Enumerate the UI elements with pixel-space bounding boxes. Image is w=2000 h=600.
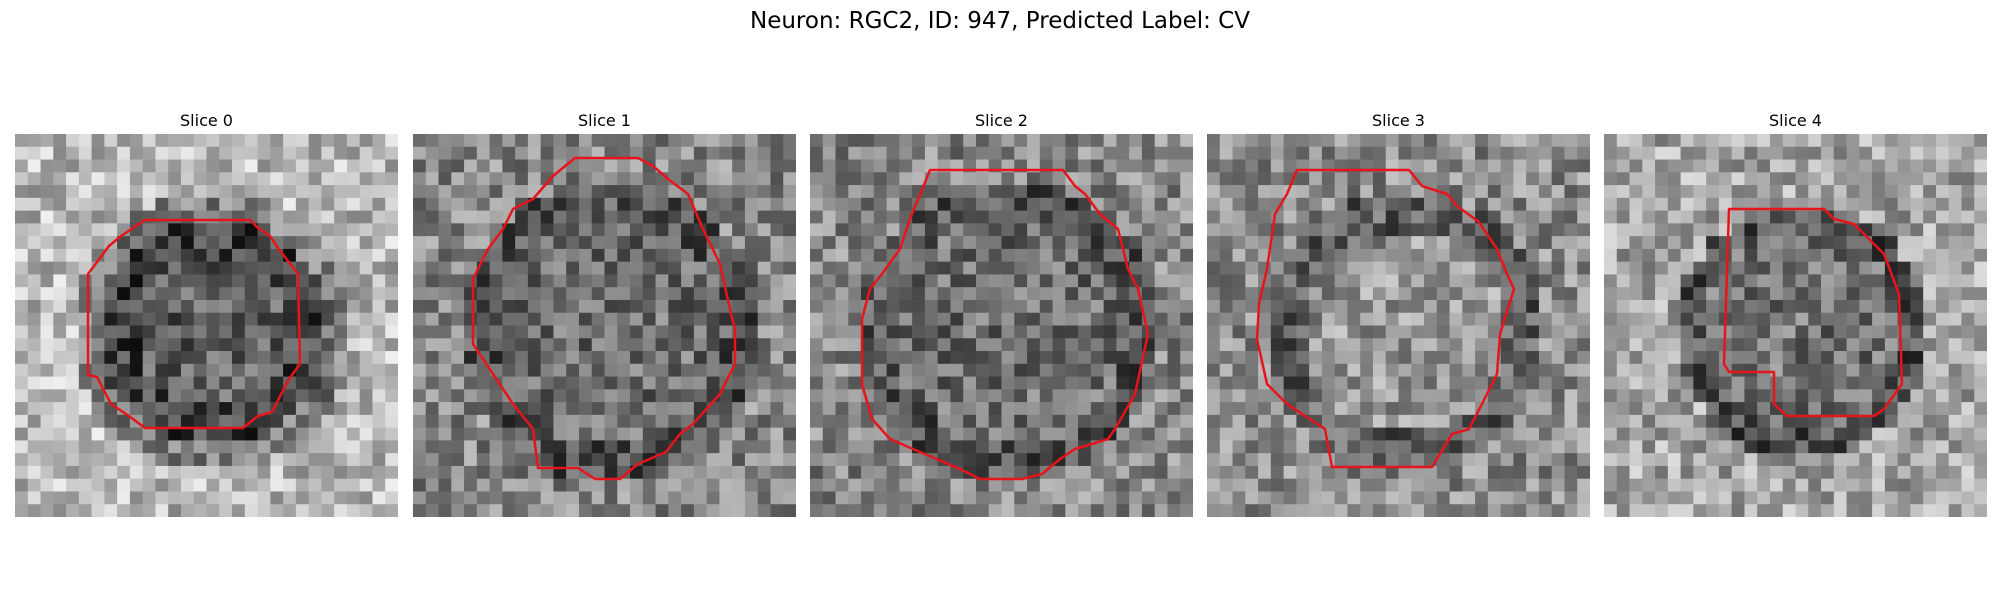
slice-0-svg [15, 134, 398, 517]
slice-3-svg [1207, 134, 1590, 517]
slice-4-title: Slice 4 [1769, 111, 1822, 130]
slice-panel-0: Slice 0 [15, 108, 398, 517]
slice-2-contour [860, 168, 1150, 481]
slice-3-image [1207, 134, 1590, 517]
slice-panel-3: Slice 3 [1207, 108, 1590, 517]
slice-panel-2: Slice 2 [810, 108, 1193, 517]
slice-3-title: Slice 3 [1372, 111, 1425, 130]
figure-title: Neuron: RGC2, ID: 947, Predicted Label: … [750, 8, 1250, 34]
slice-2-svg [810, 134, 1193, 517]
slice-0-contour [86, 218, 302, 430]
slice-panel-4: Slice 4 [1604, 108, 1987, 517]
slice-1-contour [471, 156, 737, 481]
slice-2-image [810, 134, 1193, 517]
slice-1-image [413, 134, 796, 517]
slice-1-svg [413, 134, 796, 517]
slice-4-svg [1604, 134, 1987, 517]
slice-3-contour [1255, 168, 1516, 469]
slice-1-title: Slice 1 [578, 111, 631, 130]
slice-4-image [1604, 134, 1987, 517]
slice-0-title: Slice 0 [180, 111, 233, 130]
slice-panel-1: Slice 1 [413, 108, 796, 517]
slice-2-title: Slice 2 [975, 111, 1028, 130]
slice-0-image [15, 134, 398, 517]
slice-4-contour [1722, 207, 1904, 418]
